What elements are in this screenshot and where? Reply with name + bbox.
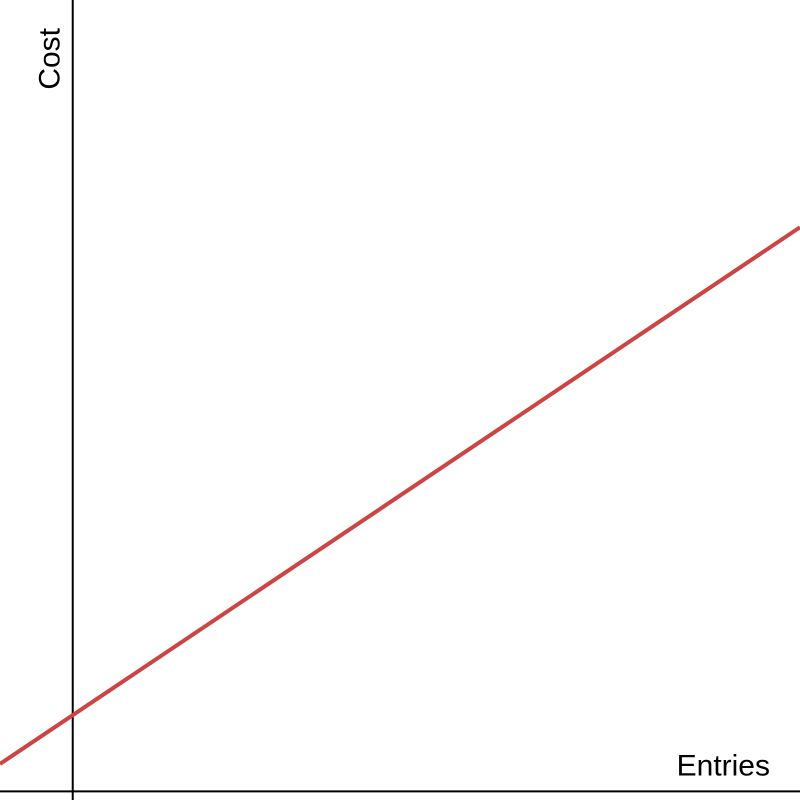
x-axis-label: Entries bbox=[677, 749, 770, 782]
series-layer bbox=[0, 225, 800, 766]
y-axis-label: Cost bbox=[34, 27, 67, 89]
series-line-1 bbox=[0, 225, 800, 766]
